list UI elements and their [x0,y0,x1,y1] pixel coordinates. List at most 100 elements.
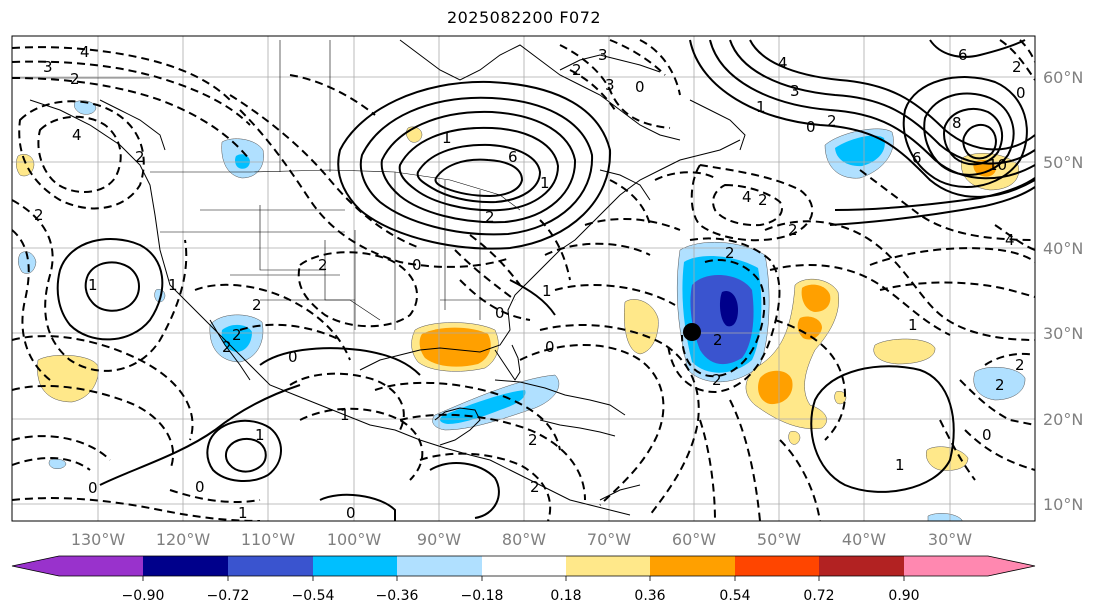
lat-label: 20°N [1043,410,1083,429]
contour-label: 6 [958,46,968,64]
colorbar-segment [650,556,735,576]
map-title: 2025082200 F072 [446,8,602,27]
colorbar-tick-label: 0.36 [634,588,665,604]
contour-label: 4 [72,126,82,144]
contour-labels: 3 4 2 3 2 3 0 4 3 6 8 10 6 4 2 0 2 1 0 6… [34,43,1026,522]
shade-baja-neg-inner [221,324,252,352]
dashed-contours [12,39,1035,521]
colorbar-tick-label: 0.54 [719,588,750,604]
shade-small-pos-3 [788,431,801,445]
colorbar-ticks [142,576,905,581]
lon-label: 70°W [587,530,631,549]
contour-label: 2 [70,70,80,88]
contour-label: 1 [540,174,550,192]
solid-contours-other [56,238,955,521]
contour-label: 1 [238,504,248,522]
contour-label: 1 [168,276,178,294]
colorbar-segment [143,556,228,576]
shade-caribbean-neg-inner [440,390,526,424]
contour-label: 2 [995,376,1005,394]
shade-rockies-neg-inner [235,154,250,169]
contour-label: 4 [742,188,752,206]
contour-label: 4 [1005,231,1015,249]
shade-small-neg-5 [48,458,67,470]
contour-label: 3 [605,76,615,94]
lon-label: 40°W [842,530,886,549]
contour-label: 1 [756,98,766,116]
colorbar-segment [482,556,566,576]
map-frame [11,35,1036,522]
colorbar-tick-label: 0.72 [803,588,834,604]
solid-contours-ne [929,39,1026,58]
lat-label: 10°N [1043,495,1083,514]
colorbar-segments [11,555,1036,577]
contour-label: 1 [908,316,918,334]
shade-east-pos-2 [926,446,969,471]
colorbar-tick-label: 0.90 [888,588,919,604]
colorbar-segment [904,556,1035,576]
colorbar-segment [735,556,819,576]
shade-small-pos-4 [834,391,847,405]
contour-label: 0 [88,479,98,497]
shading-layer [16,100,1026,521]
contour-label: 0 [982,426,992,444]
shade-midatl-pos [624,299,659,355]
contour-label: 2 [222,338,232,356]
contour-label: 3 [790,82,800,100]
contour-label: 8 [952,114,962,132]
contour-label: 4 [80,43,90,61]
lon-label: 90°W [417,530,461,549]
shade-north-atl-neg-inner [835,135,885,167]
contour-label: 1 [442,129,452,147]
contour-label: 0 [545,338,555,356]
contour-label: 1 [88,276,98,294]
contour-label: 2 [1015,356,1025,374]
contour-label: 0 [635,78,645,96]
contour-label: 0 [412,256,422,274]
contour-label: 2 [135,148,145,166]
colorbar: −0.90 −0.72 −0.54 −0.36 −0.18 0.18 0.36 … [11,555,1036,604]
contour-label: 2 [725,244,735,262]
coastlines [29,39,746,516]
contour-label: 2 [485,208,495,226]
lon-label: 100°W [327,530,382,549]
contour-label: 1 [340,406,350,424]
lon-label: 120°W [156,530,211,549]
contour-label: 0 [346,504,356,522]
colorbar-tick-label: 0.18 [550,588,581,604]
contour-label: 2 [232,326,242,344]
colorbar-segment [819,556,904,576]
contour-label: 2 [712,371,722,389]
contour-label: 2 [713,331,723,349]
lat-label: 60°N [1043,68,1083,87]
lat-label: 50°N [1043,153,1083,172]
lon-label: 50°W [757,530,801,549]
contour-label: 2 [788,221,798,239]
contour-label: 2 [572,61,582,79]
shade-small-neg-2 [73,100,97,115]
shade-subtrop-pos-inner-2 [758,370,793,405]
lon-label: 30°W [928,530,972,549]
contour-label: 2 [827,112,837,130]
contour-label: 2 [252,296,262,314]
contour-label: 3 [43,58,53,76]
contour-label: 6 [912,149,922,167]
contour-label: 6 [508,148,518,166]
map-background [12,36,1035,521]
shade-gulf-pos-inner [419,327,491,367]
shade-small-neg-4 [927,513,963,521]
latitude-labels: 60°N 50°N 40°N 30°N 20°N 10°N [1043,68,1083,514]
contour-label: 0 [495,304,505,322]
lon-label: 130°W [71,530,126,549]
contour-label: 4 [778,54,788,72]
shade-east-pos-1 [873,338,936,365]
contour-label: 2 [34,206,44,224]
shade-small-neg-1 [18,251,37,274]
contour-label: 2 [758,191,768,209]
solid-contours-atlantic [689,39,1035,226]
colorbar-tick-label: −0.36 [376,588,419,604]
colorbar-tick-label: −0.90 [122,588,165,604]
contour-label: 1 [255,426,265,444]
contour-label: 2 [318,256,328,274]
contour-label: 2 [1012,58,1022,76]
